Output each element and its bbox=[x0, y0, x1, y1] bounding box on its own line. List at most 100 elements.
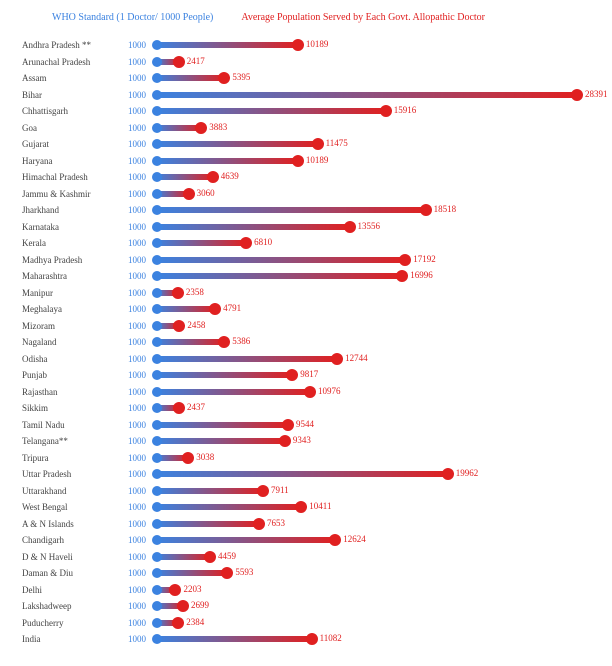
dumbbell-track: 10976 bbox=[152, 385, 590, 399]
who-value-label: 1000 bbox=[122, 354, 146, 364]
who-value-label: 1000 bbox=[122, 321, 146, 331]
chart-row: D & N Haveli10004459 bbox=[22, 549, 590, 566]
avg-value-label: 17192 bbox=[413, 254, 436, 264]
chart-row: Karnataka100013556 bbox=[22, 219, 590, 236]
who-dot bbox=[152, 73, 162, 83]
avg-value-label: 6810 bbox=[254, 237, 272, 247]
dumbbell-track: 7653 bbox=[152, 517, 590, 531]
dumbbell-track: 3038 bbox=[152, 451, 590, 465]
chart-row: Meghalaya10004791 bbox=[22, 301, 590, 318]
who-value-label: 1000 bbox=[122, 271, 146, 281]
dumbbell-track: 5395 bbox=[152, 71, 590, 85]
avg-dot bbox=[195, 122, 207, 134]
connector bbox=[157, 75, 224, 81]
state-label: Bihar bbox=[22, 90, 122, 100]
state-label: Chhattisgarh bbox=[22, 106, 122, 116]
who-value-label: 1000 bbox=[122, 73, 146, 83]
who-value-label: 1000 bbox=[122, 189, 146, 199]
avg-dot bbox=[380, 105, 392, 117]
avg-dot bbox=[286, 369, 298, 381]
who-dot bbox=[152, 123, 162, 133]
who-dot bbox=[152, 255, 162, 265]
avg-value-label: 11082 bbox=[320, 633, 342, 643]
chart-row: Assam1000 5395 bbox=[22, 70, 590, 87]
connector bbox=[157, 537, 335, 543]
avg-value-label: 2358 bbox=[186, 287, 204, 297]
state-label: Haryana bbox=[22, 156, 122, 166]
chart-row: Madhya Pradesh100017192 bbox=[22, 252, 590, 269]
who-dot bbox=[152, 271, 162, 281]
avg-value-label: 16996 bbox=[410, 270, 433, 280]
dumbbell-track: 11475 bbox=[152, 137, 590, 151]
connector bbox=[157, 306, 215, 312]
who-dot bbox=[152, 453, 162, 463]
state-label: Goa bbox=[22, 123, 122, 133]
who-value-label: 1000 bbox=[122, 585, 146, 595]
connector bbox=[157, 471, 448, 477]
who-value-label: 1000 bbox=[122, 502, 146, 512]
state-label: Assam bbox=[22, 73, 122, 83]
avg-dot bbox=[221, 567, 233, 579]
avg-dot bbox=[182, 452, 194, 464]
dumbbell-track: 16996 bbox=[152, 269, 590, 283]
dumbbell-track: 19962 bbox=[152, 467, 590, 481]
state-label: Himachal Pradesh bbox=[22, 172, 122, 182]
avg-value-label: 2699 bbox=[191, 600, 209, 610]
avg-dot bbox=[169, 584, 181, 596]
state-label: Jharkhand bbox=[22, 205, 122, 215]
connector bbox=[157, 521, 259, 527]
connector bbox=[157, 174, 213, 180]
state-label: A & N Islands bbox=[22, 519, 122, 529]
chart-row: Lakshadweep10002699 bbox=[22, 598, 590, 615]
who-dot bbox=[152, 189, 162, 199]
who-value-label: 1000 bbox=[122, 255, 146, 265]
who-dot bbox=[152, 585, 162, 595]
avg-dot bbox=[177, 600, 189, 612]
dumbbell-track: 7911 bbox=[152, 484, 590, 498]
state-label: Sikkim bbox=[22, 403, 122, 413]
who-value-label: 1000 bbox=[122, 519, 146, 529]
who-dot bbox=[152, 634, 162, 644]
dumbbell-track: 2358 bbox=[152, 286, 590, 300]
avg-value-label: 5386 bbox=[232, 336, 250, 346]
connector bbox=[157, 504, 301, 510]
who-dot bbox=[152, 552, 162, 562]
who-dot bbox=[152, 156, 162, 166]
who-value-label: 1000 bbox=[122, 156, 146, 166]
dumbbell-track: 15916 bbox=[152, 104, 590, 118]
who-value-label: 1000 bbox=[122, 205, 146, 215]
dumbbell-track: 2458 bbox=[152, 319, 590, 333]
who-dot bbox=[152, 403, 162, 413]
connector bbox=[157, 240, 246, 246]
avg-dot bbox=[312, 138, 324, 150]
avg-value-label: 10189 bbox=[306, 155, 329, 165]
connector bbox=[157, 356, 337, 362]
avg-dot bbox=[331, 353, 343, 365]
chart-row: Gujarat100011475 bbox=[22, 136, 590, 153]
state-label: Manipur bbox=[22, 288, 122, 298]
avg-value-label: 10189 bbox=[306, 39, 329, 49]
avg-dot bbox=[218, 72, 230, 84]
avg-value-label: 3038 bbox=[196, 452, 214, 462]
state-label: Odisha bbox=[22, 354, 122, 364]
dumbbell-track: 5386 bbox=[152, 335, 590, 349]
who-dot bbox=[152, 601, 162, 611]
who-dot bbox=[152, 139, 162, 149]
avg-dot bbox=[253, 518, 265, 530]
state-label: Chandigarh bbox=[22, 535, 122, 545]
dumbbell-track: 11082 bbox=[152, 632, 590, 646]
chart-row: Chhattisgarh100015916 bbox=[22, 103, 590, 120]
avg-dot bbox=[295, 501, 307, 513]
avg-value-label: 9544 bbox=[296, 419, 314, 429]
dumbbell-track: 2437 bbox=[152, 401, 590, 415]
chart-row: West Bengal100010411 bbox=[22, 499, 590, 516]
who-dot bbox=[152, 486, 162, 496]
who-value-label: 1000 bbox=[122, 139, 146, 149]
who-value-label: 1000 bbox=[122, 552, 146, 562]
who-dot bbox=[152, 304, 162, 314]
state-label: Meghalaya bbox=[22, 304, 122, 314]
dumbbell-track: 4791 bbox=[152, 302, 590, 316]
chart-row: Jammu & Kashmir10003060 bbox=[22, 186, 590, 203]
state-label: West Bengal bbox=[22, 502, 122, 512]
who-value-label: 1000 bbox=[122, 634, 146, 644]
